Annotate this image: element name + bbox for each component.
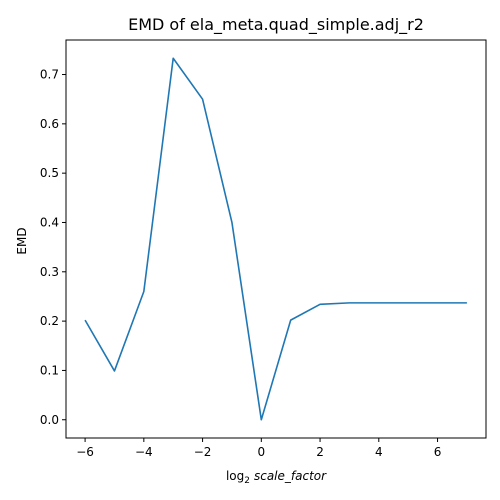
y-tick-label: 0.3: [40, 265, 59, 279]
y-tick-label: 0.1: [40, 363, 59, 377]
x-axis-label-prefix: log: [226, 469, 244, 483]
y-tick-label: 0.2: [40, 314, 59, 328]
series-line-0: [84, 57, 467, 421]
x-tick-label: 0: [257, 445, 265, 459]
x-axis-label-main: scale_factor: [254, 469, 327, 483]
x-axis-label-sub: 2: [244, 476, 250, 486]
x-tick-label: −6: [76, 445, 94, 459]
y-tick-label: 0.0: [40, 413, 59, 427]
y-tick-label: 0.5: [40, 166, 59, 180]
y-tick-label: 0.7: [40, 68, 59, 82]
plot-area: −6 −4 −2 0 2 4 6 0.0 0.1 0.2 0.3 0.4 0.5 0.6 0.7: [40, 39, 487, 459]
x-tick-label: −4: [135, 445, 153, 459]
chart-title: EMD of ela_meta.quad_simple.adj_r2: [128, 15, 424, 35]
x-tick-label: −2: [194, 445, 212, 459]
y-tick-label: 0.6: [40, 117, 59, 131]
x-tick-label: 2: [316, 445, 324, 459]
y-axis-label: EMD: [15, 227, 29, 254]
x-tick-label: 6: [434, 445, 442, 459]
x-axis-label: log2 scale_factor: [226, 469, 327, 486]
plot-frame: [65, 39, 487, 439]
y-tick-label: 0.4: [40, 215, 59, 229]
x-tick-label: 4: [375, 445, 383, 459]
